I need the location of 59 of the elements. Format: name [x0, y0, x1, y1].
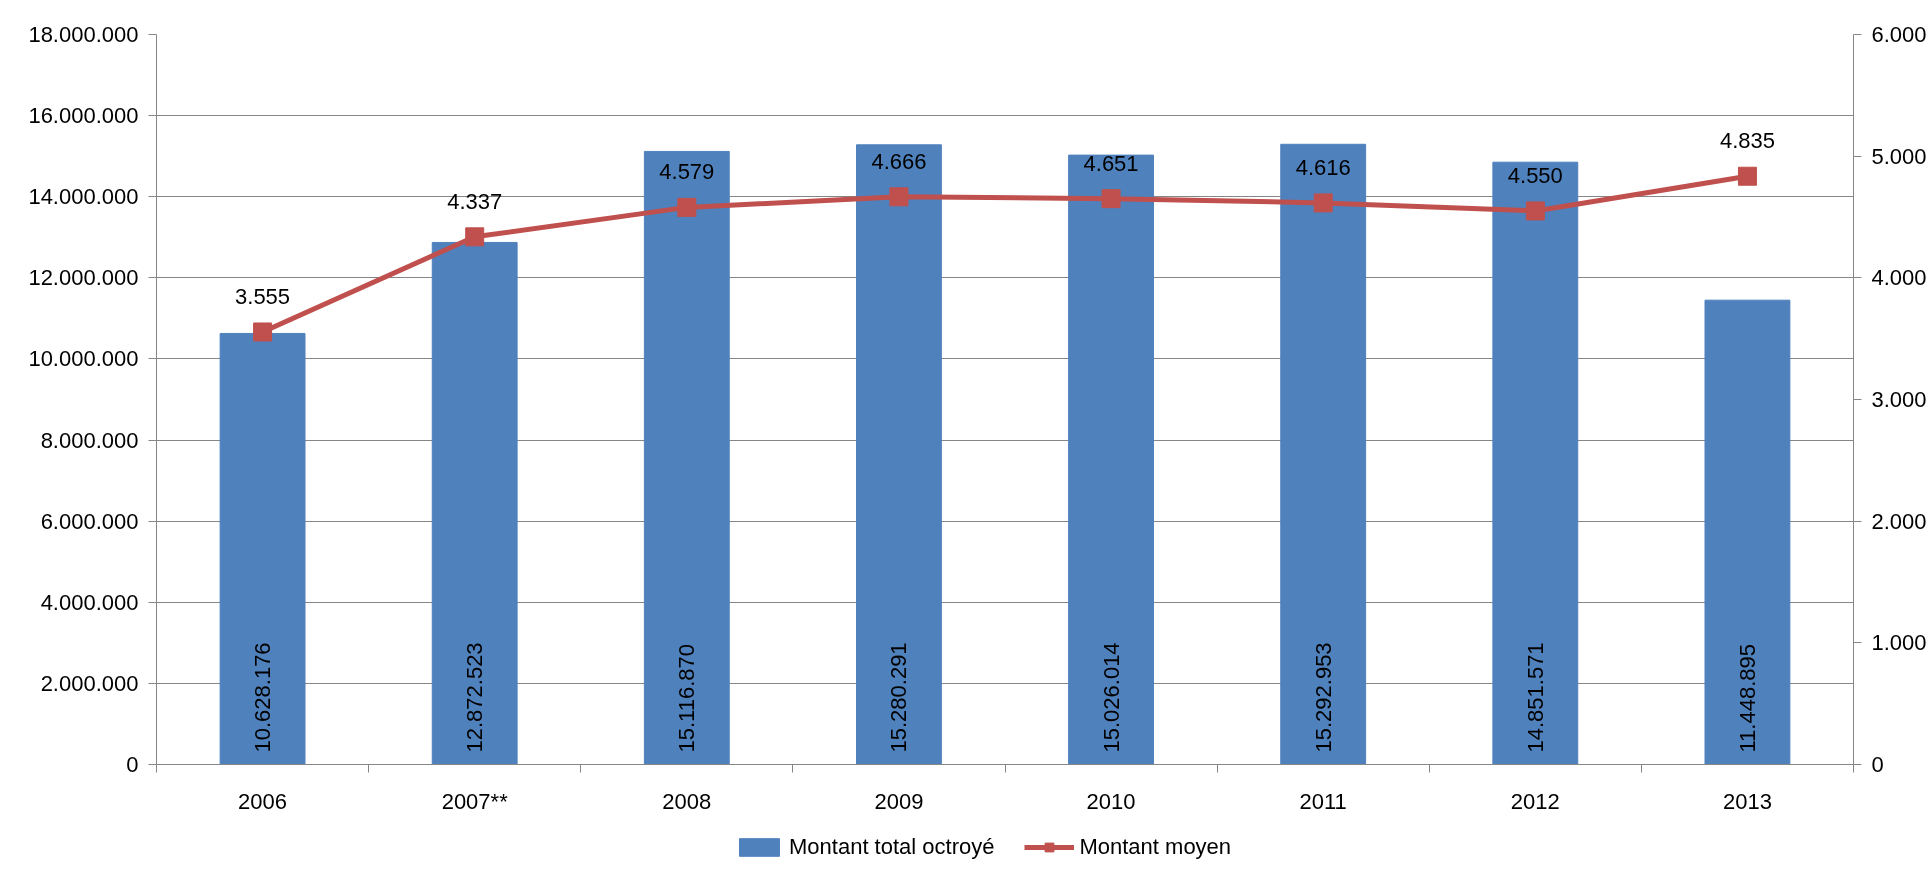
x-tick-label: 2006: [238, 788, 288, 814]
data-label: 4.666: [871, 148, 927, 174]
bar: [431, 241, 518, 765]
y-tick-label: 18.000.000: [28, 22, 139, 47]
data-label: 15.292.953: [1310, 642, 1336, 753]
data-label: 4.579: [659, 159, 715, 185]
x-tick-label: 2012: [1510, 788, 1560, 814]
x-tick-label: 2007**: [441, 788, 509, 814]
data-label: 11.448.895: [1734, 644, 1760, 753]
bar: [1068, 154, 1154, 765]
point: [1737, 166, 1757, 186]
legend-label: Montant total octroyé: [789, 834, 995, 860]
y2-tick-label: 6.000: [1871, 22, 1927, 47]
x-tick-label: 2011: [1299, 788, 1347, 814]
data-label: 4.651: [1083, 150, 1139, 176]
data-label: 4.337: [447, 188, 503, 214]
y-tick-label: 2.000.000: [40, 670, 139, 696]
y-tick-label: 10.000.000: [28, 346, 139, 372]
y2-tick-label: 3.000: [1871, 387, 1927, 412]
y2-tick-label: 5.000: [1871, 143, 1927, 169]
point: [677, 197, 697, 217]
data-label: 4.550: [1507, 162, 1563, 188]
data-label: 4.616: [1295, 154, 1351, 180]
x-tick-label: 2008: [662, 788, 712, 814]
y2-tick-label: 4.000: [1871, 265, 1927, 291]
data-label: 14.851.571: [1522, 642, 1548, 753]
data-label: 12.872.523: [462, 642, 488, 753]
x-tick-label: 2013: [1722, 788, 1772, 814]
y-tick-label: 12.000.000: [28, 265, 139, 291]
point: [1101, 189, 1121, 209]
x-tick-label: 2009: [874, 788, 924, 814]
y2-tick-label: 2.000: [1871, 508, 1927, 534]
y-tick-label: 6.000.000: [40, 508, 139, 534]
point: [889, 187, 909, 207]
y-tick-label: 0: [126, 752, 139, 777]
bar: [856, 144, 942, 765]
legend-label: Montant moyen: [1079, 834, 1232, 860]
data-label: 10.628.176: [250, 642, 276, 753]
y-tick-label: 14.000.000: [28, 184, 139, 210]
y2-tick-label: 1.000: [1871, 630, 1927, 656]
point: [1525, 201, 1545, 221]
point: [465, 227, 485, 247]
bar: [1280, 143, 1367, 765]
y2-tick-label: 0: [1871, 752, 1884, 777]
y-tick-label: 4.000.000: [40, 589, 139, 615]
x-tick-label: 2010: [1086, 788, 1136, 814]
bar: [1704, 299, 1791, 765]
data-label: 3.555: [235, 283, 291, 309]
point: [1313, 193, 1333, 213]
point: [253, 322, 273, 342]
data-label: 15.116.870: [674, 644, 700, 753]
y-tick-label: 16.000.000: [28, 103, 139, 129]
data-label: 15.026.014: [1098, 642, 1124, 753]
data-label: 4.835: [1719, 128, 1775, 154]
bar: [219, 332, 306, 765]
y-tick-label: 8.000.000: [40, 427, 139, 453]
data-label: 15.280.291: [886, 642, 912, 753]
bar: [1492, 161, 1579, 765]
bar: [643, 150, 730, 765]
